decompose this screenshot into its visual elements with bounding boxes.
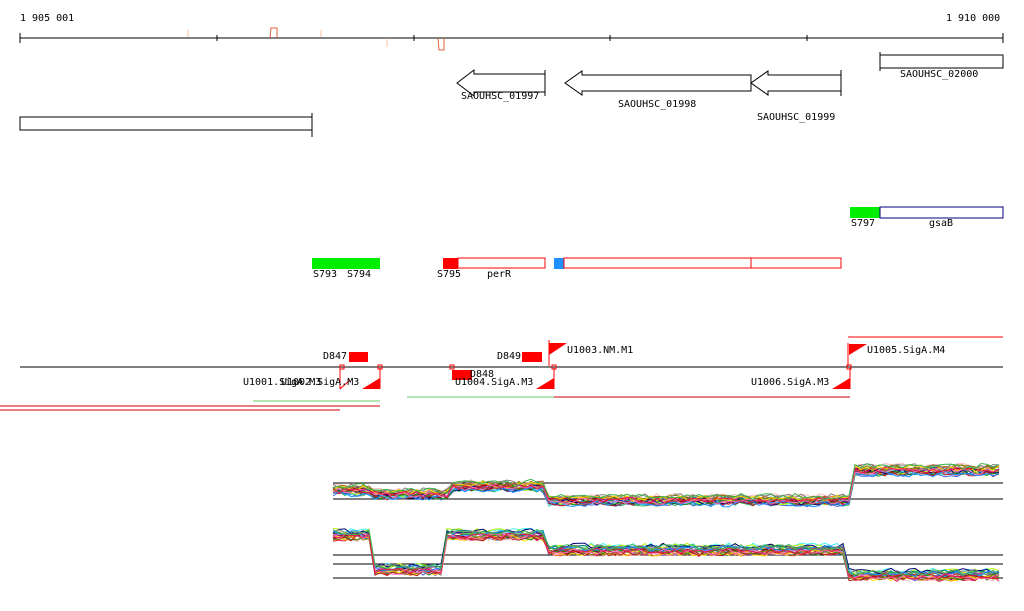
gene-label[interactable]: SAOUHSC_02000	[900, 69, 979, 80]
promoter-label[interactable]: U1006.SigA.M3	[751, 377, 830, 388]
segment-bar[interactable]	[879, 206, 1004, 219]
expression-panel	[332, 462, 1003, 583]
segment-bar[interactable]	[850, 207, 880, 218]
ruler-end-label: 1 910 000	[946, 13, 1001, 24]
regulatory-track	[0, 336, 1003, 411]
terminator-mark[interactable]	[349, 352, 368, 362]
expression-profile-line	[332, 462, 1000, 500]
gene-name-label[interactable]: perR	[487, 269, 512, 280]
promoter-flag[interactable]	[549, 343, 567, 355]
segment-label[interactable]: S794	[347, 269, 372, 280]
promoter-label[interactable]: U1004.SigA.M3	[455, 377, 534, 388]
promoter-label[interactable]: U1002.SigA.M3	[281, 377, 360, 388]
gene-label[interactable]: SAOUHSC_01999	[757, 112, 836, 123]
segment-bar[interactable]	[563, 257, 842, 269]
promoter-flag[interactable]	[536, 378, 554, 389]
promoter-flag[interactable]	[362, 378, 380, 389]
segment-track	[312, 206, 1004, 269]
gene-arrow[interactable]	[564, 70, 752, 96]
promoter-label[interactable]: U1003.NM.M1	[567, 345, 634, 356]
segment-label[interactable]: S793	[313, 269, 338, 280]
expression-profile-line	[332, 466, 1000, 504]
segment-label[interactable]: S797	[851, 218, 876, 229]
terminator-label[interactable]: D847	[323, 351, 348, 362]
gene-box[interactable]	[879, 54, 1004, 69]
segment-bar[interactable]	[312, 258, 380, 269]
expression-profile-line	[332, 528, 1000, 576]
segment-label[interactable]: S795	[437, 269, 462, 280]
coordinate-ruler	[19, 27, 1004, 51]
gene-arrow[interactable]	[750, 70, 842, 96]
promoter-label[interactable]: U1005.SigA.M4	[867, 345, 946, 356]
gene-name-label[interactable]: gsaB	[929, 218, 954, 229]
gene-label[interactable]: SAOUHSC_01998	[618, 99, 697, 110]
ruler-start-label: 1 905 001	[20, 13, 75, 24]
promoter-label[interactable]: U1001.SigA.M3	[243, 377, 322, 388]
gene-box[interactable]	[19, 116, 313, 131]
terminator-label[interactable]: D849	[497, 351, 522, 362]
terminator-mark[interactable]	[522, 352, 542, 362]
segment-bar[interactable]	[554, 258, 564, 269]
segment-bar[interactable]	[443, 258, 458, 269]
gene-label[interactable]: SAOUHSC_01997	[461, 91, 540, 102]
terminator-mark[interactable]	[452, 370, 472, 380]
segment-bar[interactable]	[457, 257, 546, 269]
gene-arrow[interactable]	[456, 68, 546, 98]
promoter-flag[interactable]	[849, 344, 867, 355]
gene-track	[19, 52, 1004, 137]
terminator-label[interactable]: D848	[470, 369, 495, 380]
promoter-flag[interactable]	[832, 378, 850, 389]
